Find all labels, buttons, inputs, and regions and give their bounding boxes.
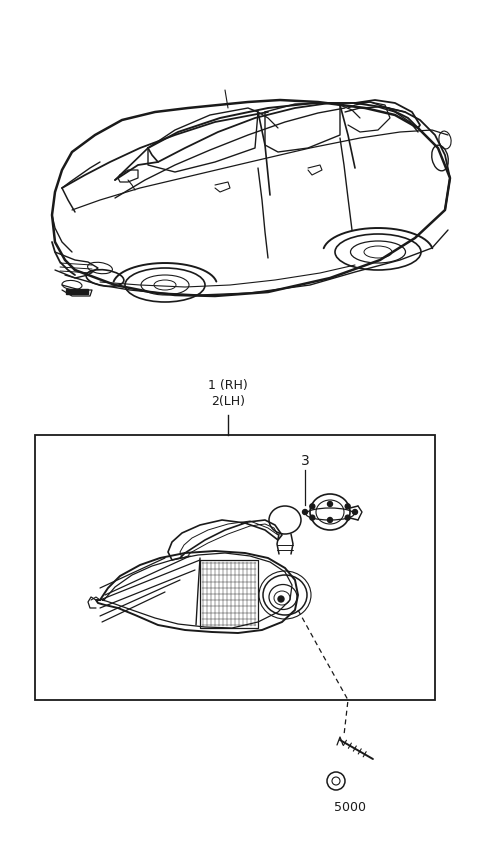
Circle shape bbox=[302, 509, 308, 514]
Circle shape bbox=[352, 509, 358, 514]
Text: 5000: 5000 bbox=[334, 801, 366, 814]
Circle shape bbox=[345, 515, 350, 520]
Circle shape bbox=[310, 504, 315, 508]
Circle shape bbox=[327, 518, 333, 522]
Circle shape bbox=[278, 596, 284, 602]
Circle shape bbox=[345, 504, 350, 508]
Bar bbox=[66, 289, 88, 294]
Text: 1 (RH): 1 (RH) bbox=[208, 379, 248, 392]
Circle shape bbox=[310, 515, 315, 520]
Circle shape bbox=[327, 502, 333, 507]
Bar bbox=[35, 435, 435, 700]
Text: 2(LH): 2(LH) bbox=[211, 395, 245, 408]
Text: 3: 3 bbox=[300, 454, 310, 468]
